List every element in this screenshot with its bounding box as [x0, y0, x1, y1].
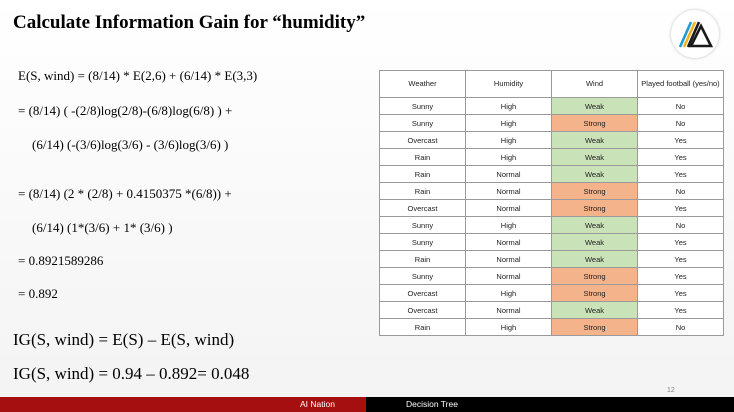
- table-body: Sunny High Weak No Sunny High Strong No Overcast…: [379, 97, 724, 336]
- cell-played-football: No: [637, 97, 724, 115]
- cell-humidity: High: [465, 148, 552, 166]
- cell-played-football: Yes: [637, 148, 724, 166]
- cell-weather: Rain: [379, 165, 466, 183]
- cell-played-football: Yes: [637, 165, 724, 183]
- cell-weather: Sunny: [379, 267, 466, 285]
- slide-title: Calculate Information Gain for “humidity…: [13, 12, 366, 33]
- entropy-result-line: = 0.8921589286: [18, 253, 104, 268]
- info-gain-formula: IG(S, wind) = E(S) – E(S, wind): [13, 330, 235, 349]
- cell-wind: Weak: [551, 233, 638, 251]
- header-humidity: Humidity: [465, 70, 552, 98]
- table-row: Rain Normal Weak Yes: [379, 165, 724, 183]
- entropy-rounded-line: = 0.892: [18, 286, 58, 301]
- info-gain-result: IG(S, wind) = 0.94 – 0.892= 0.048: [13, 364, 250, 383]
- cell-humidity: Normal: [465, 233, 552, 251]
- cell-played-football: Yes: [637, 233, 724, 251]
- cell-humidity: Normal: [465, 250, 552, 268]
- cell-wind: Weak: [551, 97, 638, 115]
- table-row: Overcast High Weak Yes: [379, 131, 724, 149]
- cell-played-football: No: [637, 216, 724, 234]
- cell-humidity: High: [465, 284, 552, 302]
- cell-played-football: No: [637, 318, 724, 336]
- table-row: Sunny High Weak No: [379, 97, 724, 115]
- cell-wind: Strong: [551, 318, 638, 336]
- header-weather: Weather: [379, 70, 466, 98]
- table-row: Sunny Normal Strong Yes: [379, 267, 724, 285]
- cell-wind: Weak: [551, 165, 638, 183]
- cell-played-football: Yes: [637, 301, 724, 319]
- cell-humidity: High: [465, 216, 552, 234]
- cell-weather: Sunny: [379, 216, 466, 234]
- table-row: Rain Normal Weak Yes: [379, 250, 724, 268]
- cell-weather: Sunny: [379, 97, 466, 115]
- cell-weather: Overcast: [379, 199, 466, 217]
- cell-weather: Rain: [379, 148, 466, 166]
- cell-wind: Weak: [551, 216, 638, 234]
- cell-played-football: Yes: [637, 199, 724, 217]
- cell-humidity: Normal: [465, 199, 552, 217]
- footer-brand-label: AI Nation: [300, 399, 335, 409]
- cell-wind: Strong: [551, 267, 638, 285]
- table-row: Sunny Normal Weak Yes: [379, 233, 724, 251]
- cell-wind: Strong: [551, 199, 638, 217]
- cell-weather: Rain: [379, 318, 466, 336]
- cell-humidity: Normal: [465, 165, 552, 183]
- cell-played-football: No: [637, 182, 724, 200]
- entropy-equation-line-4: = (8/14) (2 * (2/8) + 0.4150375 *(6/8)) …: [18, 186, 232, 201]
- cell-weather: Overcast: [379, 131, 466, 149]
- cell-humidity: High: [465, 97, 552, 115]
- header-played-football: Played football (yes/no): [637, 70, 724, 98]
- cell-wind: Weak: [551, 301, 638, 319]
- cell-wind: Strong: [551, 182, 638, 200]
- table-row: Rain High Weak Yes: [379, 148, 724, 166]
- cell-wind: Strong: [551, 114, 638, 132]
- footer-topic-label: Decision Tree: [406, 399, 458, 409]
- entropy-equation-line-5: (6/14) (1*(3/6) + 1* (3/6) ): [32, 220, 173, 235]
- cell-weather: Overcast: [379, 301, 466, 319]
- cell-weather: Rain: [379, 182, 466, 200]
- table-row: Rain High Strong No: [379, 318, 724, 336]
- cell-played-football: Yes: [637, 267, 724, 285]
- cell-weather: Sunny: [379, 114, 466, 132]
- table-header-row: Weather Humidity Wind Played football (y…: [379, 70, 724, 98]
- cell-wind: Weak: [551, 148, 638, 166]
- cell-weather: Sunny: [379, 233, 466, 251]
- cell-played-football: Yes: [637, 284, 724, 302]
- table-row: Sunny High Strong No: [379, 114, 724, 132]
- cell-played-football: Yes: [637, 250, 724, 268]
- table-row: Sunny High Weak No: [379, 216, 724, 234]
- header-wind: Wind: [551, 70, 638, 98]
- cell-played-football: Yes: [637, 131, 724, 149]
- table-row: Overcast Normal Weak Yes: [379, 301, 724, 319]
- entropy-equation-line-3: (6/14) (-(3/6)log(3/6) - (3/6)log(3/6) ): [32, 137, 229, 152]
- dataset-table: Weather Humidity Wind Played football (y…: [379, 70, 724, 336]
- cell-humidity: High: [465, 318, 552, 336]
- cell-humidity: Normal: [465, 182, 552, 200]
- cell-played-football: No: [637, 114, 724, 132]
- cell-wind: Weak: [551, 131, 638, 149]
- table-row: Overcast High Strong Yes: [379, 284, 724, 302]
- cell-humidity: Normal: [465, 267, 552, 285]
- cell-wind: Strong: [551, 284, 638, 302]
- cell-humidity: Normal: [465, 301, 552, 319]
- cell-humidity: High: [465, 131, 552, 149]
- cell-weather: Rain: [379, 250, 466, 268]
- ai-nation-logo-icon: [671, 10, 719, 58]
- page-number: 12: [667, 387, 675, 394]
- footer-right: Decision Tree: [366, 397, 734, 412]
- entropy-equation-line-1: E(S, wind) = (8/14) * E(2,6) + (6/14) * …: [18, 68, 258, 83]
- cell-wind: Weak: [551, 250, 638, 268]
- cell-humidity: High: [465, 114, 552, 132]
- cell-weather: Overcast: [379, 284, 466, 302]
- table-row: Overcast Normal Strong Yes: [379, 199, 724, 217]
- footer-bar: AI Nation Decision Tree: [0, 397, 734, 412]
- table-row: Rain Normal Strong No: [379, 182, 724, 200]
- entropy-equation-line-2: = (8/14) ( -(2/8)log(2/8)-(6/8)log(6/8) …: [18, 103, 233, 118]
- footer-left: AI Nation: [0, 397, 366, 412]
